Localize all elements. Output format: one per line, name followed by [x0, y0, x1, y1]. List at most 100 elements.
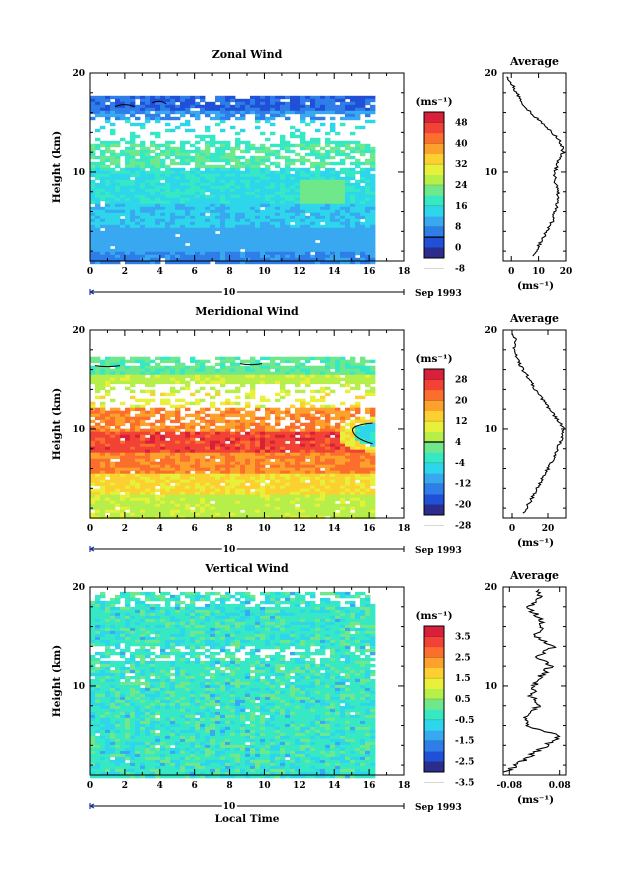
heatmap-cell — [345, 248, 351, 253]
heatmap-cell — [255, 404, 261, 409]
colorbar-swatch — [424, 216, 444, 228]
heatmap-cell — [250, 368, 256, 373]
heatmap-cell — [225, 221, 231, 226]
heatmap-cell — [145, 422, 151, 427]
heatmap-cell — [235, 245, 241, 250]
heatmap-cell — [150, 248, 156, 253]
heatmap-cell — [215, 482, 221, 487]
heatmap-cell — [350, 422, 356, 427]
heatmap-cell — [335, 221, 341, 226]
heatmap-cell — [295, 245, 301, 250]
heatmap-cell — [325, 374, 331, 379]
heatmap-cell — [270, 494, 276, 499]
heatmap-cell — [330, 110, 336, 115]
heatmap-cell — [190, 173, 196, 178]
heatmap-cell — [340, 191, 346, 196]
heatmap-cell — [120, 173, 126, 178]
heatmap-cell — [120, 422, 126, 427]
heatmap-cell — [265, 221, 271, 226]
heatmap-cell — [300, 212, 306, 217]
heatmap-cell — [260, 143, 266, 148]
heatmap-cell — [115, 245, 121, 250]
heatmap-cell — [215, 236, 221, 241]
heatmap-cell — [90, 437, 96, 442]
heatmap-cell — [200, 137, 206, 142]
heatmap-cell — [170, 149, 176, 154]
heatmap-cell — [260, 380, 266, 385]
heatmap-cell — [230, 458, 236, 463]
heatmap-cell — [360, 101, 366, 106]
heatmap-cell — [135, 251, 141, 256]
heatmap-cell — [310, 494, 316, 499]
heatmap-cell — [205, 113, 211, 118]
heatmap-cell — [275, 176, 281, 181]
heatmap-cell — [210, 203, 216, 208]
heatmap-cell — [140, 221, 146, 226]
heatmap-cell — [320, 179, 326, 184]
heatmap-cell — [175, 182, 181, 187]
heatmap-cell — [205, 431, 211, 436]
heatmap-cell — [325, 440, 331, 445]
heatmap-cell — [200, 230, 206, 235]
heatmap-cell — [155, 251, 161, 256]
heatmap-cell — [105, 383, 111, 388]
heatmap-cell — [220, 245, 226, 250]
heatmap-cell — [190, 191, 196, 196]
heatmap-cell — [295, 200, 301, 205]
heatmap-cell — [300, 473, 306, 478]
heatmap-cell — [275, 230, 281, 235]
heatmap-cell — [165, 458, 171, 463]
heatmap-cell — [245, 101, 251, 106]
heatmap-cell — [285, 413, 291, 418]
heatmap-cell — [235, 161, 241, 166]
heatmap-cell — [170, 260, 176, 265]
heatmap-cell — [310, 233, 316, 238]
heatmap-cell — [315, 95, 321, 100]
heatmap-cell — [355, 188, 361, 193]
heatmap-cell — [115, 116, 121, 121]
heatmap-cell — [240, 449, 246, 454]
heatmap-cell — [160, 227, 166, 232]
heatmap-cell — [310, 431, 316, 436]
heatmap-cell — [265, 251, 271, 256]
heatmap-cell — [115, 242, 121, 247]
heatmap-cell — [270, 194, 276, 199]
heatmap-cell — [165, 212, 171, 217]
heatmap-cell — [230, 95, 236, 100]
heatmap-cell — [325, 101, 331, 106]
heatmap-cell — [115, 371, 121, 376]
heatmap-cell — [110, 155, 116, 160]
heatmap-cell — [260, 236, 266, 241]
heatmap-cell — [100, 188, 106, 193]
heatmap-cell — [225, 407, 231, 412]
heatmap-cell — [130, 371, 136, 376]
heatmap-cell — [195, 257, 201, 262]
heatmap-cell — [335, 242, 341, 247]
heatmap-cell — [360, 209, 366, 214]
heatmap-cell — [250, 95, 256, 100]
heatmap-cell — [100, 461, 106, 466]
heatmap-cell — [265, 188, 271, 193]
heatmap-cell — [255, 215, 261, 220]
heatmap-cell — [100, 158, 106, 163]
heatmap-cell — [270, 170, 276, 175]
heatmap-cell — [270, 446, 276, 451]
heatmap-cell — [150, 173, 156, 178]
heatmap-cell — [315, 140, 321, 145]
heatmap-cell — [210, 185, 216, 190]
heatmap-cell — [205, 242, 211, 247]
heatmap-cell — [285, 218, 291, 223]
heatmap-cell — [185, 497, 191, 502]
heatmap-cell — [90, 242, 96, 247]
heatmap-cell — [355, 428, 361, 433]
heatmap-cell — [135, 206, 141, 211]
heatmap-cell — [285, 356, 291, 361]
heatmap-cell — [140, 251, 146, 256]
heatmap-cell — [300, 242, 306, 247]
heatmap-cell — [270, 254, 276, 259]
heatmap-cell — [335, 197, 341, 202]
heatmap-cell — [300, 209, 306, 214]
heatmap-cell — [95, 230, 101, 235]
heatmap-cell — [305, 491, 311, 496]
heatmap-cell — [285, 368, 291, 373]
